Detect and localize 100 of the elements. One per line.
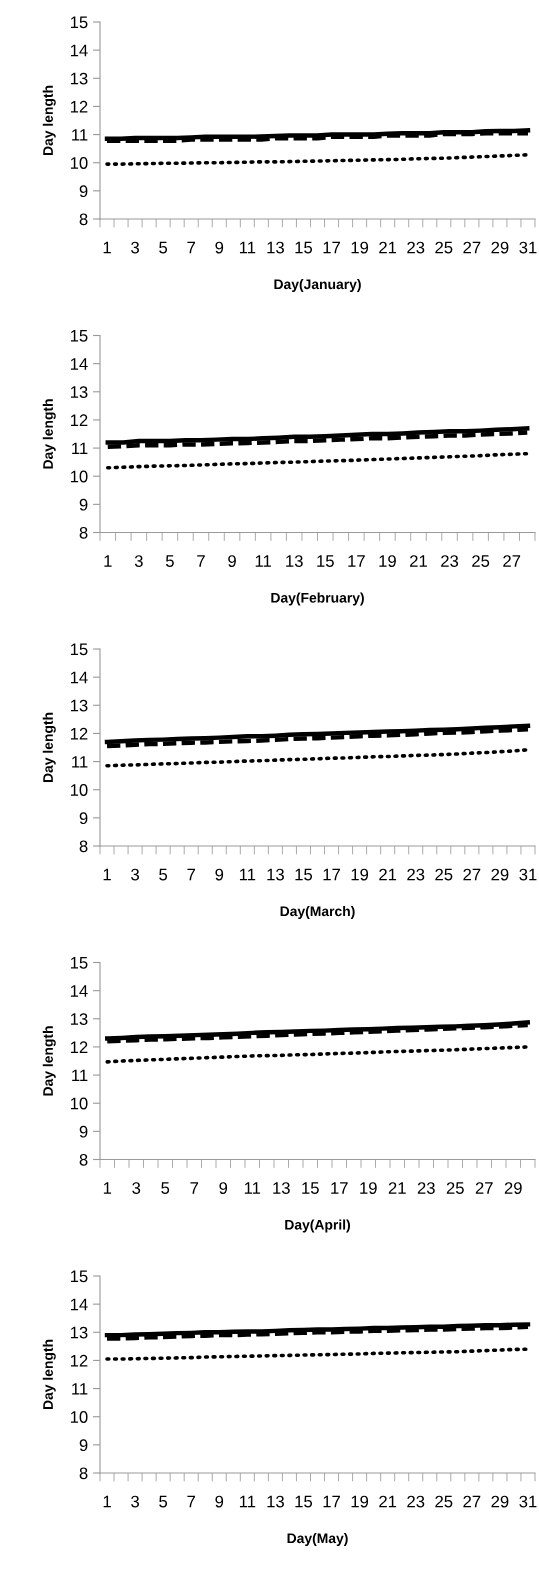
x-tick-label: 23 [441, 555, 459, 567]
y-tick-label: 14 [70, 358, 88, 370]
y-tick-label: 12 [70, 1041, 88, 1053]
y-tick-label: 9 [79, 185, 88, 198]
x-tick-label: 25 [435, 868, 453, 881]
y-tick-label: 13 [70, 72, 88, 85]
x-tick-label: 7 [187, 241, 196, 254]
line-series [105, 747, 530, 768]
x-tick-label: 21 [379, 241, 397, 254]
y-tick-label: 9 [79, 1439, 88, 1452]
x-tick-label: 11 [255, 555, 271, 567]
y-tick-label: 13 [70, 699, 88, 712]
x-tick-label: 3 [132, 1182, 141, 1194]
y-tick-label: 8 [79, 213, 88, 226]
x-tick-label: 13 [267, 241, 284, 254]
y-tick-label: 11 [72, 756, 88, 768]
x-tick-label: 11 [239, 1495, 256, 1508]
y-tick-label: 10 [70, 784, 88, 796]
y-tick-label: 8 [79, 840, 88, 853]
y-tick-label: 12 [70, 1354, 88, 1367]
x-tick-label: 19 [351, 241, 369, 254]
x-tick-label: 9 [215, 868, 224, 881]
y-tick-label: 15 [70, 330, 88, 342]
x-tick-label: 31 [519, 1495, 537, 1508]
x-tick-label: 5 [159, 1495, 168, 1508]
y-tick-label: 9 [79, 812, 88, 825]
y-tick-label: 10 [70, 470, 88, 483]
x-tick-label: 7 [187, 868, 196, 881]
x-tick-label: 1 [103, 1182, 112, 1194]
x-tick-label: 1 [103, 868, 111, 881]
x-tick-label: 23 [417, 1182, 435, 1194]
x-tick-label: 5 [159, 868, 168, 881]
y-tick-label: 12 [70, 414, 88, 426]
y-tick-label: 8 [79, 1153, 88, 1166]
x-tick-label: 9 [228, 555, 236, 567]
x-axis-title: Day(March) [280, 905, 355, 919]
x-tick-label: 7 [190, 1182, 199, 1194]
y-axis-title: Day length [42, 1339, 56, 1410]
x-tick-label: 19 [351, 1495, 369, 1508]
x-tick-label: 1 [104, 555, 112, 567]
x-tick-label: 7 [197, 555, 205, 567]
x-tick-label: 21 [379, 1495, 397, 1508]
x-tick-label: 5 [161, 1182, 170, 1194]
x-tick-label: 25 [472, 555, 490, 567]
y-tick-label: 15 [70, 643, 88, 656]
x-tick-label: 21 [410, 555, 427, 567]
y-tick-label: 13 [70, 1013, 88, 1025]
x-tick-label: 7 [187, 1495, 196, 1508]
x-axis-title: Day(May) [287, 1532, 348, 1546]
x-tick-label: 31 [519, 868, 537, 881]
x-tick-label: 17 [323, 1495, 340, 1508]
x-tick-label: 27 [475, 1182, 493, 1194]
y-tick-label: 11 [72, 442, 88, 455]
x-tick-label: 17 [323, 868, 340, 881]
y-tick-label: 12 [70, 727, 88, 740]
y-tick-label: 14 [70, 985, 88, 997]
x-tick-label: 3 [131, 241, 139, 254]
x-tick-label: 3 [131, 1495, 139, 1508]
x-tick-label: 3 [131, 868, 139, 881]
line-series [105, 451, 530, 470]
line-series [105, 1045, 530, 1064]
x-tick-label: 5 [165, 555, 174, 567]
x-tick-label: 5 [159, 241, 168, 254]
x-tick-label: 27 [463, 868, 481, 881]
x-axis-title: Day(April) [285, 1219, 350, 1233]
x-tick-label: 15 [295, 241, 313, 254]
x-tick-label: 29 [491, 241, 509, 254]
x-tick-label: 1 [103, 241, 111, 254]
x-tick-label: 29 [491, 1495, 509, 1508]
x-tick-label: 13 [267, 1495, 284, 1508]
y-tick-label: 10 [70, 157, 88, 169]
y-tick-label: 14 [70, 44, 88, 57]
x-tick-label: 21 [388, 1182, 406, 1194]
y-tick-label: 15 [70, 1270, 88, 1283]
x-tick-label: 11 [239, 241, 256, 254]
y-tick-label: 15 [70, 16, 88, 29]
x-tick-label: 23 [407, 1495, 425, 1508]
y-tick-label: 12 [70, 100, 88, 113]
x-tick-label: 27 [463, 241, 481, 254]
x-tick-label: 25 [435, 241, 453, 254]
y-tick-label: 10 [70, 1411, 88, 1423]
x-tick-label: 15 [295, 868, 313, 881]
x-tick-label: 25 [435, 1495, 453, 1508]
x-tick-label: 19 [351, 868, 369, 881]
x-tick-label: 9 [215, 241, 224, 254]
x-tick-label: 15 [302, 1182, 319, 1194]
y-tick-label: 11 [72, 129, 88, 141]
x-tick-label: 11 [239, 868, 256, 881]
x-tick-label: 23 [407, 241, 425, 254]
y-tick-label: 11 [72, 1383, 88, 1395]
x-axis-title: Day(February) [271, 592, 364, 606]
x-tick-label: 23 [407, 868, 425, 881]
x-tick-label: 19 [379, 555, 396, 567]
x-tick-label: 9 [219, 1182, 228, 1194]
x-axis-title: Day(January) [274, 278, 361, 292]
x-tick-label: 19 [360, 1182, 377, 1194]
y-tick-label: 13 [70, 386, 88, 398]
x-tick-label: 17 [348, 555, 365, 567]
x-tick-label: 27 [463, 1495, 481, 1508]
x-tick-label: 13 [267, 868, 284, 881]
